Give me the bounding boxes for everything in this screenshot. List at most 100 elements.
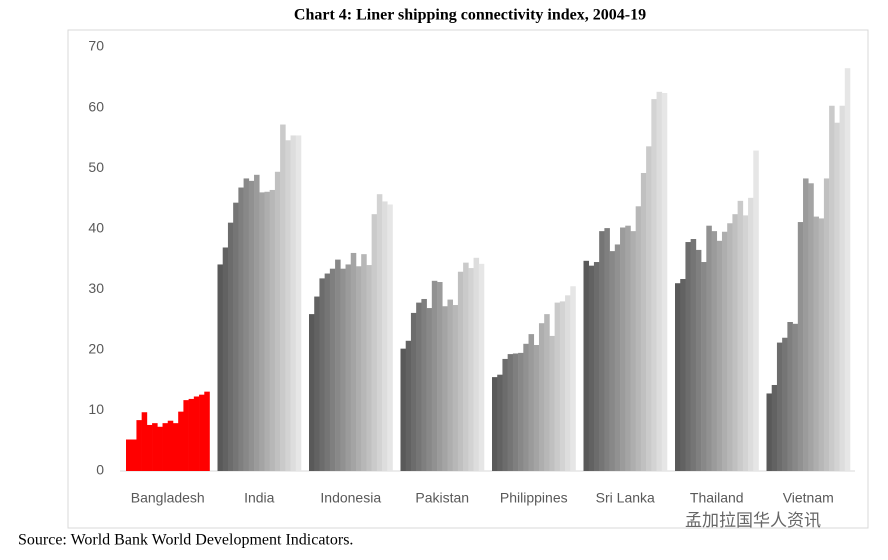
bar [157,426,163,471]
bar [701,262,707,471]
bar [732,214,738,472]
y-tick-label: 40 [88,219,104,235]
bar [421,298,427,471]
x-tick-label: India [244,490,275,506]
bar [803,178,809,471]
bar [222,247,229,471]
bar [680,278,686,471]
x-tick-label: Indonesia [320,490,381,506]
bar [355,266,362,471]
bar [706,225,712,471]
bar [319,278,325,471]
bar [834,122,840,471]
y-tick-label: 30 [88,280,104,296]
bar [146,424,153,471]
bar [813,216,819,471]
bar [721,231,728,471]
bar [183,400,189,471]
bar [753,150,759,471]
bar [264,191,270,471]
bar [583,260,590,471]
bar [635,206,642,471]
bar [248,180,255,471]
bar [651,99,657,471]
bar [361,254,367,471]
x-tick-label: Sri Lanka [596,490,655,506]
bar [839,105,846,472]
bar [727,223,733,471]
bar [131,439,137,471]
bar [329,268,336,471]
bar [452,305,459,471]
bar [400,348,407,471]
bar [620,227,626,471]
bar [141,412,148,471]
bar [544,314,550,471]
bar [844,68,851,471]
bar [497,374,503,471]
bar [463,262,469,471]
bar [457,271,464,471]
bar [167,420,174,471]
bar [614,244,621,471]
bar [716,240,723,471]
x-tick-label: Vietnam [783,490,834,506]
bar [405,340,412,471]
bar [172,423,179,471]
bar [661,93,668,471]
bar [233,202,239,471]
y-tick-label: 0 [96,462,104,478]
bar [685,242,691,471]
bar [748,197,754,471]
bar [366,265,372,471]
bar [269,189,276,471]
bar [274,171,281,471]
bar [217,264,224,471]
bar [588,265,595,471]
x-tick-label: Thailand [690,490,744,506]
bar [243,178,250,471]
bar [630,231,636,471]
bar [609,251,616,471]
bar [199,394,205,471]
bar [478,263,485,471]
bar [382,201,388,471]
bar [238,187,244,472]
y-tick-label: 50 [88,159,104,175]
bar [188,398,195,471]
source-note: Source: World Bank World Development Ind… [18,532,353,549]
bar [512,353,519,471]
y-tick-label: 10 [88,401,104,417]
bar [416,302,422,471]
bar [528,334,535,471]
bar [136,420,142,471]
bar [737,200,744,471]
chart-title: Chart 4: Liner shipping connectivity ind… [294,7,646,24]
bar [771,384,778,471]
bar [797,222,804,471]
bar [593,262,600,471]
bar [565,295,571,471]
bar [371,214,378,472]
watermark: 孟加拉国华人资讯 [685,511,821,531]
bar [792,323,799,471]
bar [126,439,132,471]
bar [690,239,697,471]
bar [324,273,331,471]
bar [259,192,265,471]
y-tick-label: 70 [88,38,104,54]
bar [507,354,514,471]
bar [502,358,508,471]
bar [431,280,438,471]
bar [376,194,383,471]
chart-frame [67,29,869,529]
bar [473,257,480,471]
bar [387,204,393,471]
bar [152,423,158,471]
bar [766,393,773,471]
y-tick-label: 20 [88,341,104,357]
bar [640,172,647,471]
bar [492,377,498,471]
bar [646,146,652,471]
